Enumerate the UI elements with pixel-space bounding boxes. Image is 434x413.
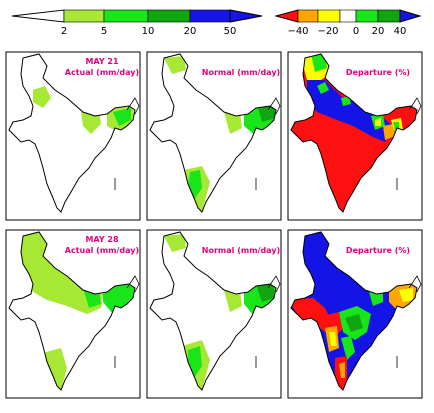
panel-title: Departure (%) xyxy=(346,246,410,255)
departure-area xyxy=(329,332,337,346)
departure-legend-bin-4 xyxy=(355,9,379,23)
departure-area xyxy=(339,362,345,378)
map-panel-may21-actual: MAY 21 Actual (mm/day) xyxy=(5,51,141,221)
rain-area xyxy=(258,104,276,122)
panel-title: Actual (mm/day) xyxy=(65,68,139,77)
departure-area xyxy=(317,82,329,94)
panel-title: Departure (%) xyxy=(346,68,410,77)
rainfall-legend-arrow-right xyxy=(229,9,263,23)
panel-date: MAY 21 xyxy=(85,57,119,66)
departure-legend-arrow-right xyxy=(399,9,422,23)
departure-area xyxy=(399,288,413,302)
rainfall-legend-bin-2 xyxy=(103,9,149,23)
rainfall-legend: 2 5 10 20 50 xyxy=(11,9,263,37)
departure-legend-bin-5 xyxy=(377,9,401,23)
map-panel-may28-actual: MAY 28 Actual (mm/day) xyxy=(5,229,141,399)
panel-title: Normal (mm/day) xyxy=(202,246,280,255)
departure-legend-arrow-left xyxy=(274,9,299,23)
rainfall-tick-3: 10 xyxy=(142,26,155,37)
departure-area xyxy=(345,314,363,332)
rainfall-tick-5: 50 xyxy=(224,26,237,37)
departure-area xyxy=(341,96,351,106)
departure-tick-4: 20 xyxy=(372,26,385,37)
departure-area xyxy=(291,298,331,332)
departure-tick-2: −20 xyxy=(317,26,338,37)
departure-legend-bin-1 xyxy=(297,9,319,23)
rain-area xyxy=(164,234,186,252)
rain-area xyxy=(33,86,51,108)
map-panel-may21-normal: Normal (mm/day) xyxy=(146,51,282,221)
map-panel-may21-departure: Departure (%) xyxy=(287,51,423,221)
map-panel-may28-departure: Departure (%) xyxy=(287,229,423,399)
map-panel-may28-normal: Normal (mm/day) xyxy=(146,229,282,399)
panel-title: Actual (mm/day) xyxy=(65,246,139,255)
departure-area xyxy=(383,124,395,140)
departure-legend-bin-2 xyxy=(317,9,341,23)
departure-legend: −40 −20 0 20 40 xyxy=(274,9,422,37)
rain-area xyxy=(224,290,242,312)
departure-area xyxy=(307,80,393,142)
rain-area xyxy=(164,56,186,74)
rain-area xyxy=(113,108,131,126)
panel-title: Normal (mm/day) xyxy=(202,68,280,77)
departure-tick-3: 0 xyxy=(353,26,359,37)
departure-legend-bin-3 xyxy=(339,9,357,23)
rain-area xyxy=(256,282,274,302)
departure-tick-1: −40 xyxy=(287,26,308,37)
panel-date: MAY 28 xyxy=(85,235,119,244)
rain-area xyxy=(224,112,242,134)
rainfall-legend-bin-4 xyxy=(189,9,231,23)
departure-area xyxy=(375,118,381,126)
rainfall-legend-arrow-left xyxy=(11,9,65,23)
rainfall-tick-2: 5 xyxy=(101,26,107,37)
departure-tick-5: 40 xyxy=(394,26,407,37)
rainfall-legend-bin-3 xyxy=(147,9,191,23)
rainfall-tick-1: 2 xyxy=(61,26,67,37)
departure-area xyxy=(341,336,355,360)
rainfall-tick-4: 20 xyxy=(184,26,197,37)
rainfall-legend-bin-1 xyxy=(63,9,105,23)
